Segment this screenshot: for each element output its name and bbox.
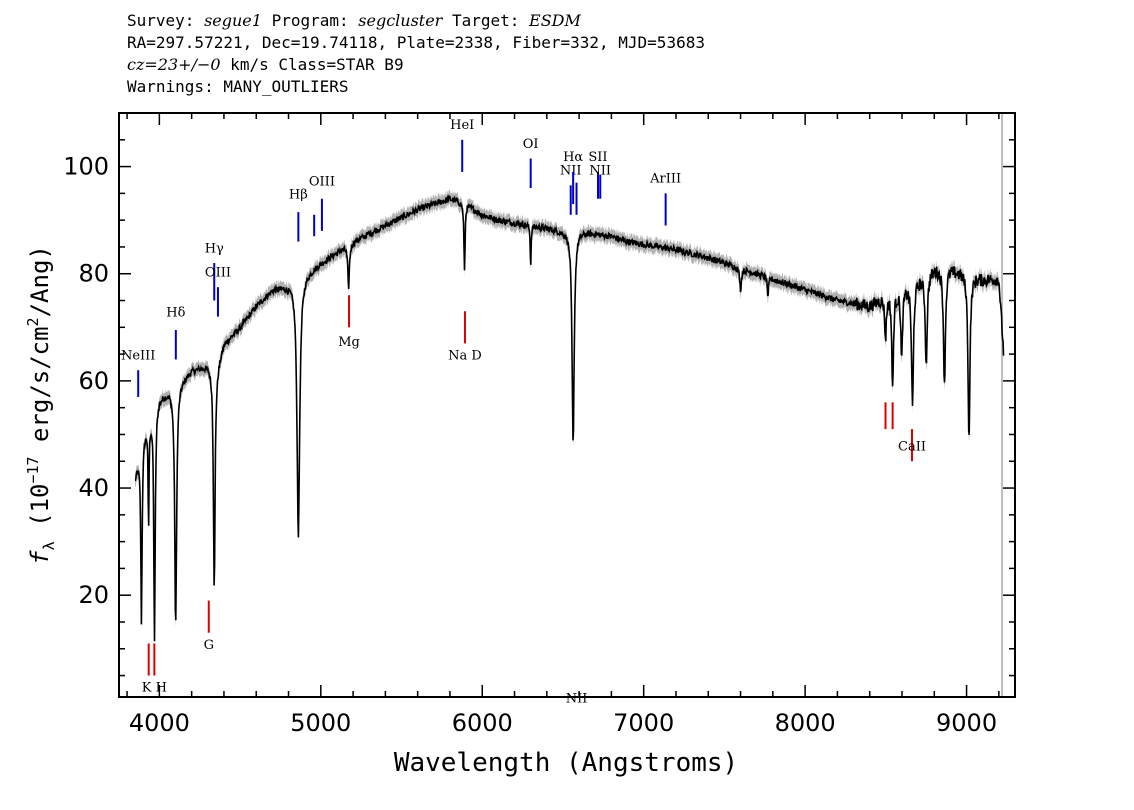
target-label: Target: bbox=[442, 11, 530, 30]
header-survey-line: Survey: segue1 Program: segcluster Targe… bbox=[127, 10, 1027, 32]
survey-value: segue1 bbox=[204, 11, 262, 30]
axes: 4000 5000 6000 7000 8000 9000 20 40 60 80 100 bbox=[63, 112, 1016, 737]
marker-label-18: Mg bbox=[338, 335, 360, 350]
x-tick-label-6000: 6000 bbox=[452, 709, 513, 737]
marker-label-2: Hγ bbox=[205, 241, 224, 256]
x-tick-label-4000: 4000 bbox=[129, 709, 190, 737]
x-tick-label-9000: 9000 bbox=[936, 709, 997, 737]
y-axis-label-exp1: −17 bbox=[24, 456, 42, 483]
line-markers: NeIIIHδHγOIIIHβOIIIHeIOINIIHαNIISIINIIAr… bbox=[121, 118, 926, 706]
y-axis-label: fλ (10−17 erg/s/cm2/Ang) bbox=[24, 245, 58, 565]
redshift-value: cz=23+/−0 bbox=[127, 55, 221, 74]
class-value: km/s Class=STAR B9 bbox=[220, 55, 404, 74]
survey-label: Survey: bbox=[127, 11, 205, 30]
x-tick-label-5000: 5000 bbox=[290, 709, 351, 737]
marker-label-12: SII bbox=[588, 150, 607, 165]
marker-label-17: G bbox=[204, 638, 214, 653]
marker-label-7: HeI bbox=[450, 118, 474, 133]
program-value: segcluster bbox=[358, 11, 443, 30]
marker-label-22: CaII bbox=[898, 440, 926, 455]
x-tick-label-8000: 8000 bbox=[775, 709, 836, 737]
spectrum-series bbox=[134, 194, 1005, 642]
y-tick-label-100: 100 bbox=[63, 153, 109, 181]
spectrum-line bbox=[134, 194, 1005, 642]
y-axis-label-pre: (10 bbox=[26, 484, 54, 542]
marker-label-0: NeIII bbox=[121, 348, 155, 363]
marker-label-11: NII bbox=[566, 691, 588, 706]
header-coordinates-line: RA=297.57221, Dec=19.74118, Plate=2338, … bbox=[127, 33, 705, 52]
plot-area bbox=[119, 113, 1015, 697]
y-axis-label-post: /Ang) bbox=[26, 245, 54, 317]
y-axis-label-sub: λ bbox=[40, 541, 58, 550]
marker-label-19: Na D bbox=[448, 348, 482, 363]
marker-label-1: Hδ bbox=[166, 306, 185, 321]
y-axis-label-mid: erg/s/cm bbox=[26, 326, 54, 456]
plot-frame bbox=[118, 112, 1016, 698]
x-tick-label-7000: 7000 bbox=[613, 709, 674, 737]
spectrum-header: Survey: segue1 Program: segcluster Targe… bbox=[127, 10, 1027, 98]
marker-label-6: OIII bbox=[309, 174, 335, 189]
marker-label-8: OI bbox=[523, 137, 539, 152]
y-axis-label-f: f bbox=[26, 550, 54, 565]
marker-label-13: NII bbox=[589, 164, 611, 179]
marker-label-14: ArIII bbox=[649, 172, 681, 187]
y-axis-label-exp2: 2 bbox=[24, 317, 42, 326]
program-label: Program: bbox=[261, 11, 359, 30]
marker-label-16: K H bbox=[142, 681, 167, 696]
y-tick-label-20: 20 bbox=[78, 581, 109, 609]
y-tick-label-80: 80 bbox=[78, 260, 109, 288]
y-tick-label-60: 60 bbox=[78, 367, 109, 395]
target-value: ESDM bbox=[529, 11, 581, 30]
marker-label-4: Hβ bbox=[289, 188, 308, 203]
header-warnings-line: Warnings: MANY_OUTLIERS bbox=[127, 77, 349, 96]
y-tick-label-40: 40 bbox=[78, 474, 109, 502]
marker-label-9: NII bbox=[560, 164, 582, 179]
x-axis-label: Wavelength (Angstroms) bbox=[394, 748, 738, 778]
marker-label-3: OIII bbox=[205, 265, 231, 280]
marker-label-10: Hα bbox=[563, 150, 583, 165]
header-class-line: cz=23+/−0 km/s Class=STAR B9 bbox=[127, 54, 1027, 76]
plot-background bbox=[119, 113, 1015, 697]
